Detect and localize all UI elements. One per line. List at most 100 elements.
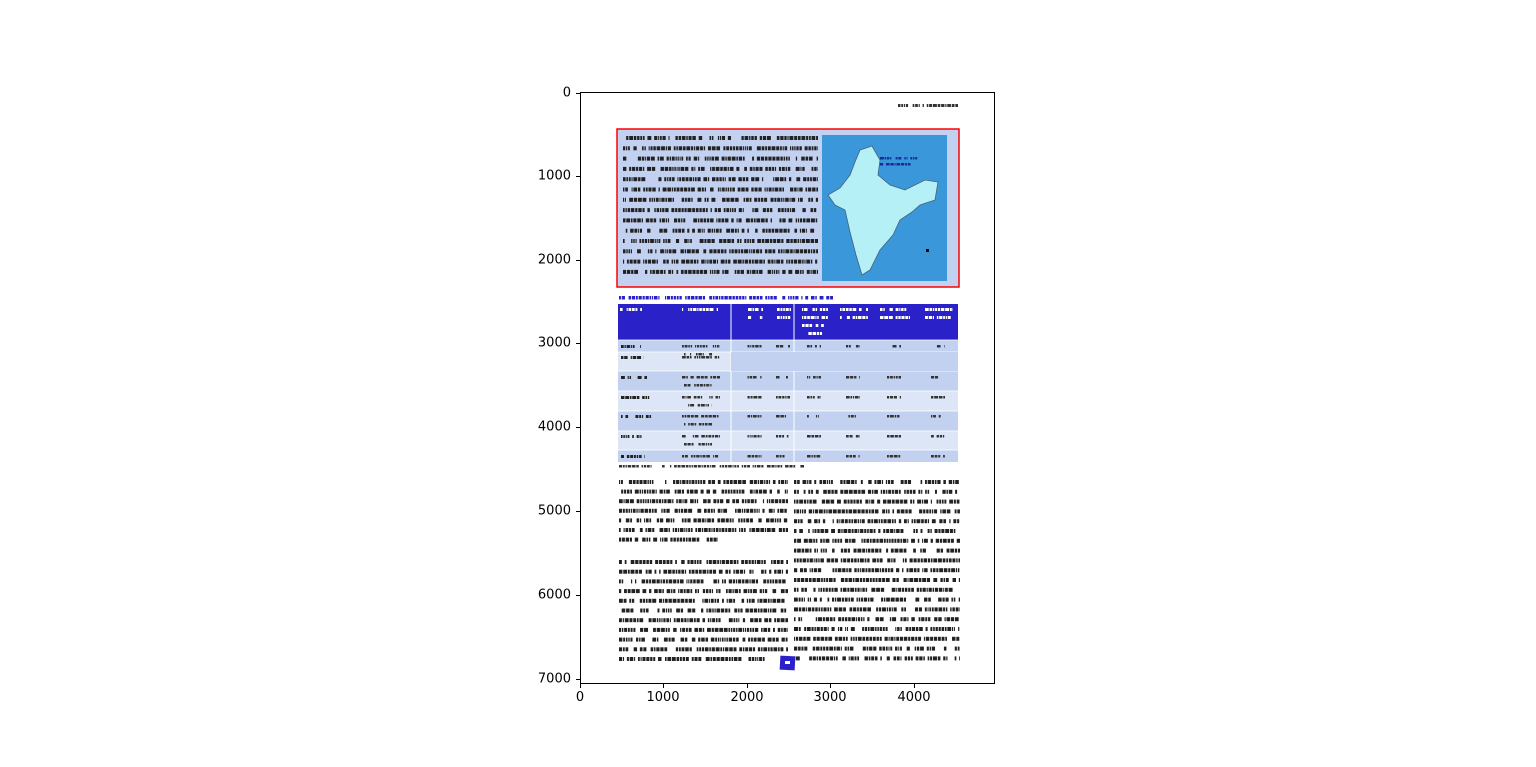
intro-text-glyph (661, 197, 665, 202)
body-text-glyph (683, 537, 686, 542)
header-cell-glyph (925, 316, 928, 319)
intro-text-glyph (665, 208, 669, 213)
intro-text-glyph (801, 156, 805, 161)
intro-text-glyph (806, 269, 810, 274)
body-text-glyph (876, 538, 879, 543)
body-text-glyph (700, 489, 704, 494)
body-text-glyph (865, 499, 869, 504)
intro-text-glyph (751, 239, 755, 243)
body-text-glyph (943, 656, 946, 661)
intro-text-glyph (816, 249, 818, 254)
body-text-glyph (639, 489, 641, 494)
body-text-glyph (802, 558, 807, 563)
body-text-glyph (925, 636, 930, 641)
intro-text-glyph (660, 156, 664, 161)
body-text-glyph (721, 489, 725, 494)
body-text-glyph (690, 579, 693, 584)
intro-text-glyph (660, 136, 662, 140)
body-text-glyph (636, 518, 640, 523)
x-tick-mark (580, 684, 581, 688)
intro-text-glyph (759, 166, 763, 171)
header-cell-glyph (777, 316, 780, 319)
body-text-glyph (773, 627, 775, 632)
body-text-glyph (948, 480, 953, 484)
body-text-glyph (714, 608, 716, 613)
body-text-glyph (784, 489, 787, 494)
body-text-glyph (679, 528, 684, 532)
header-text-glyph (955, 104, 958, 107)
body-text-glyph (756, 560, 761, 564)
body-text-glyph (896, 509, 900, 514)
intro-text-glyph (787, 228, 790, 233)
header-cell-glyph (697, 308, 699, 311)
body-text-glyph (828, 480, 831, 484)
intro-text-glyph (665, 146, 667, 151)
body-text-glyph (913, 519, 916, 524)
table-cell-glyph (778, 435, 782, 438)
body-text-glyph (807, 519, 812, 524)
body-text-glyph (619, 579, 621, 584)
table-cell-glyph (684, 423, 686, 426)
body-text-glyph (854, 529, 858, 533)
body-text-glyph (626, 489, 630, 494)
intro-text-glyph (637, 249, 641, 254)
intro-text-glyph (655, 269, 660, 274)
intro-text-glyph (744, 249, 749, 254)
intro-text-glyph (763, 259, 765, 264)
intro-text-glyph (681, 218, 683, 223)
body-text-glyph (697, 480, 700, 484)
body-text-glyph (632, 598, 635, 603)
table-cell-glyph (846, 376, 850, 379)
body-text-glyph (668, 608, 670, 613)
body-text-glyph (846, 568, 848, 573)
intro-text-glyph (647, 259, 652, 264)
intro-text-glyph (764, 156, 768, 161)
intro-text-glyph (674, 218, 678, 223)
body-text-glyph (854, 656, 857, 661)
x-tick-label: 0 (575, 690, 585, 705)
table-caption-glyph (801, 296, 803, 300)
body-text-glyph (852, 578, 855, 582)
body-text-glyph (713, 579, 717, 584)
body-text-glyph (943, 607, 945, 612)
body-text-glyph (826, 656, 830, 661)
intro-text-glyph (741, 187, 745, 192)
table-cell-glyph (630, 345, 632, 348)
body-text-glyph (862, 636, 866, 641)
footnote-glyph (650, 465, 652, 468)
body-text-glyph (673, 518, 675, 523)
body-text-glyph (857, 656, 860, 661)
intro-text-glyph (791, 197, 796, 202)
table-cell-glyph (758, 396, 762, 399)
body-text-glyph (754, 480, 757, 484)
body-text-glyph (851, 480, 855, 484)
body-text-glyph (817, 568, 822, 573)
body-text-glyph (898, 587, 902, 592)
body-text-glyph (774, 518, 777, 523)
body-text-glyph (874, 656, 878, 661)
body-text-glyph (887, 499, 892, 504)
body-text-glyph (697, 589, 700, 594)
intro-text-glyph (804, 146, 808, 151)
body-text-glyph (717, 560, 719, 564)
body-text-glyph (954, 617, 959, 622)
body-text-glyph (902, 558, 905, 563)
y-tick-mark (576, 679, 580, 680)
intro-text-glyph (808, 197, 811, 202)
intro-text-glyph (722, 197, 726, 202)
intro-text-glyph (651, 259, 656, 264)
table-cell-glyph (889, 396, 893, 399)
body-text-glyph (930, 558, 933, 563)
y-tick-label: 3000 (537, 335, 571, 351)
body-text-glyph (663, 637, 668, 642)
table-cell-glyph (710, 443, 712, 446)
body-text-glyph (938, 607, 943, 612)
body-text-glyph (649, 579, 652, 584)
body-text-glyph (817, 529, 820, 533)
body-text-glyph (711, 627, 714, 632)
body-text-glyph (770, 518, 774, 523)
intro-text-glyph (756, 146, 761, 151)
intro-text-glyph (635, 239, 637, 243)
intro-text-glyph (700, 218, 703, 223)
body-text-glyph (814, 548, 816, 553)
